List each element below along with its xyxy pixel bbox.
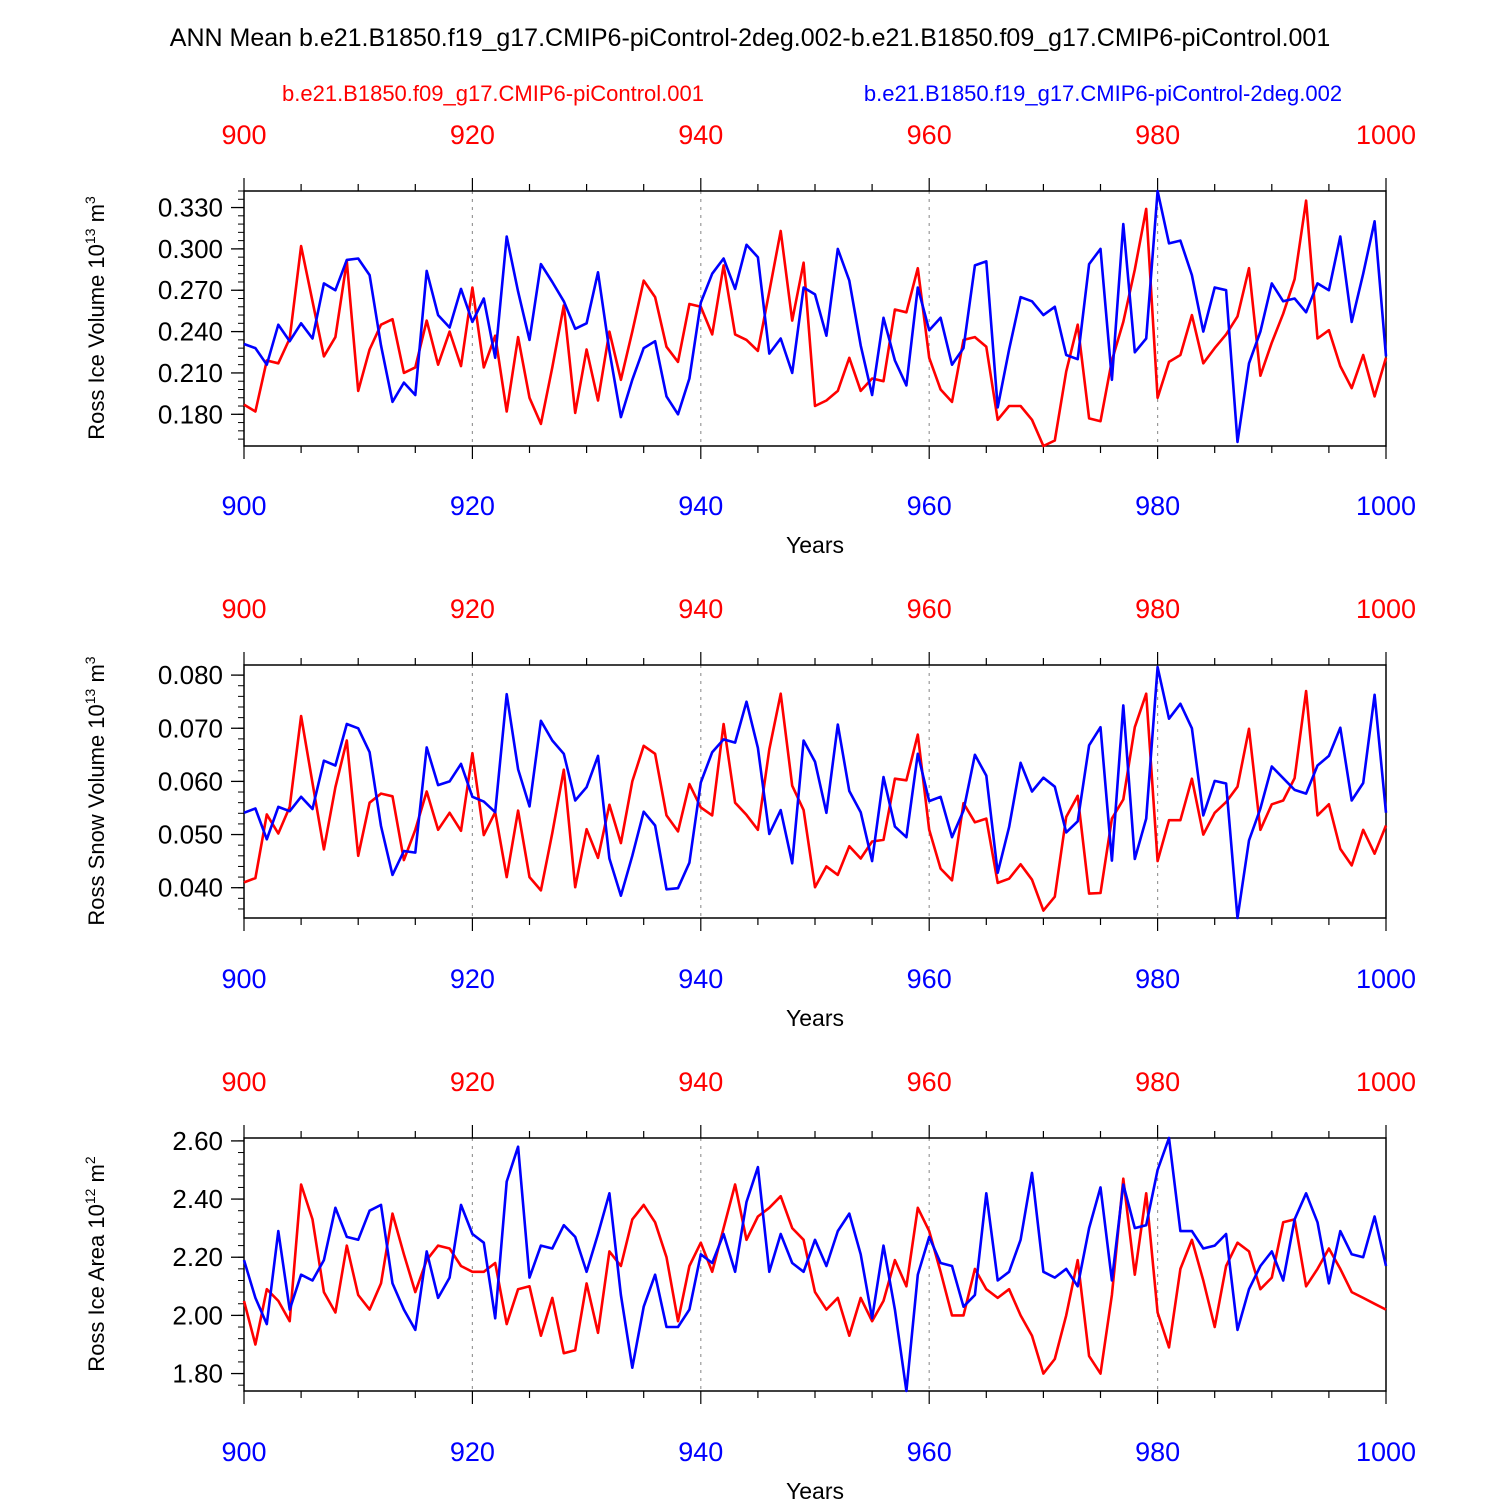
chart-title: ANN Mean b.e21.B1850.f19_g17.CMIP6-piCon… [170,24,1330,52]
x-tick-label-bottom: 900 [221,491,266,521]
panel-1: 0.180 0.210 0.240 0.270 0.300 0.330 900 900 920 9… [82,120,1416,558]
x-tick-label-bottom: 1000 [1356,491,1416,521]
y-axis-title: Ross Ice Volume 1013 m3 [82,196,109,440]
x-tick-label-bottom: 980 [1135,964,1180,994]
series-line-case1 [243,199,1388,448]
y-tick-label: 1.80 [172,1359,223,1389]
series-line-case2 [242,1136,1388,1393]
x-tick-label-top: 960 [907,120,952,150]
y-tick-label: 0.210 [158,358,223,388]
y-tick-label: 0.300 [158,234,223,264]
y-axis-title-exponent: 13 [82,228,98,244]
x-tick-label-bottom: 940 [678,1437,723,1467]
y-tick-label: 0.270 [158,275,223,305]
x-tick-label-top: 960 [907,594,952,624]
y-axis-title-main: Ross Ice Volume 10 [84,244,109,440]
y-axis-title-unit: m [84,664,109,688]
x-tick-label-top: 920 [450,594,495,624]
x-tick-label-top: 920 [450,1067,495,1097]
x-tick-label-top: 980 [1135,120,1180,150]
x-tick-label-top: 960 [907,1067,952,1097]
x-tick-label-top: 1000 [1356,594,1416,624]
x-tick-label-bottom: 900 [221,964,266,994]
x-tick-label-top: 980 [1135,1067,1180,1097]
x-tick-label-top: 1000 [1356,1067,1416,1097]
x-tick-label-top: 1000 [1356,120,1416,150]
x-tick-label-top: 980 [1135,594,1180,624]
x-tick-label-top: 940 [678,594,723,624]
y-tick-label: 0.040 [158,873,223,903]
y-tick-label: 2.60 [172,1126,223,1156]
x-tick-label-bottom: 900 [221,1437,266,1467]
y-axis-title-exponent: 13 [82,688,98,704]
x-tick-label-bottom: 920 [450,964,495,994]
x-tick-label-bottom: 960 [907,491,952,521]
y-axis-title-unit: m [84,1164,109,1188]
x-axis-title: Years [786,1478,844,1500]
x-axis-title: Years [786,532,844,558]
series-line-case1 [243,689,1388,912]
legend-case2: b.e21.B1850.f19_g17.CMIP6-piControl-2deg… [864,81,1342,106]
x-tick-label-bottom: 980 [1135,1437,1180,1467]
y-tick-label: 0.080 [158,660,223,690]
panel-2: 0.040 0.050 0.060 0.070 0.080 900 900 920 920 940… [82,594,1416,1031]
y-axis-title-unit-exponent: 3 [82,656,98,664]
y-tick-label: 2.00 [172,1300,223,1330]
x-tick-label-bottom: 940 [678,964,723,994]
y-axis-title: Ross Snow Volume 1013 m3 [82,656,109,925]
y-axis-title: Ross Ice Area 1012 m2 [82,1156,109,1372]
y-axis-title-exponent: 12 [82,1188,98,1204]
x-tick-label-top: 920 [450,120,495,150]
x-tick-label-top: 900 [221,594,266,624]
series-line-case2 [243,665,1388,920]
x-tick-label-bottom: 960 [907,1437,952,1467]
y-tick-label: 0.060 [158,766,223,796]
y-tick-label: 0.050 [158,820,223,850]
series-line-case2 [243,189,1388,444]
x-tick-label-bottom: 980 [1135,491,1180,521]
y-axis-title-main: Ross Ice Area 10 [84,1204,109,1372]
series-line-case1 [242,1177,1387,1375]
x-tick-label-bottom: 940 [678,491,723,521]
x-tick-label-bottom: 960 [907,964,952,994]
y-tick-label: 0.330 [158,193,223,223]
x-tick-label-top: 900 [221,1067,266,1097]
x-tick-label-bottom: 1000 [1356,1437,1416,1467]
panels-group: 0.180 0.210 0.240 0.270 0.300 0.330 900 900 920 9… [82,120,1416,1500]
x-tick-label-bottom: 1000 [1356,964,1416,994]
x-tick-label-bottom: 920 [450,1437,495,1467]
y-tick-label: 0.070 [158,713,223,743]
panel-3: 1.80 2.00 2.20 2.40 2.60 900 900 920 920 940 940 96… [82,1067,1416,1500]
y-tick-label: 0.180 [158,399,223,429]
x-tick-label-top: 900 [221,120,266,150]
y-axis-title-unit-exponent: 2 [82,1156,98,1164]
y-tick-label: 2.40 [172,1184,223,1214]
y-tick-label: 2.20 [172,1242,223,1272]
x-axis-title: Years [786,1005,844,1031]
x-tick-label-top: 940 [678,120,723,150]
x-tick-label-top: 940 [678,1067,723,1097]
legend-case1: b.e21.B1850.f09_g17.CMIP6-piControl.001 [282,81,704,106]
y-tick-label: 0.240 [158,317,223,347]
x-tick-label-bottom: 920 [450,491,495,521]
y-axis-title-unit-exponent: 3 [82,196,98,204]
y-axis-title-unit: m [84,204,109,228]
y-axis-title-main: Ross Snow Volume 10 [84,704,109,925]
